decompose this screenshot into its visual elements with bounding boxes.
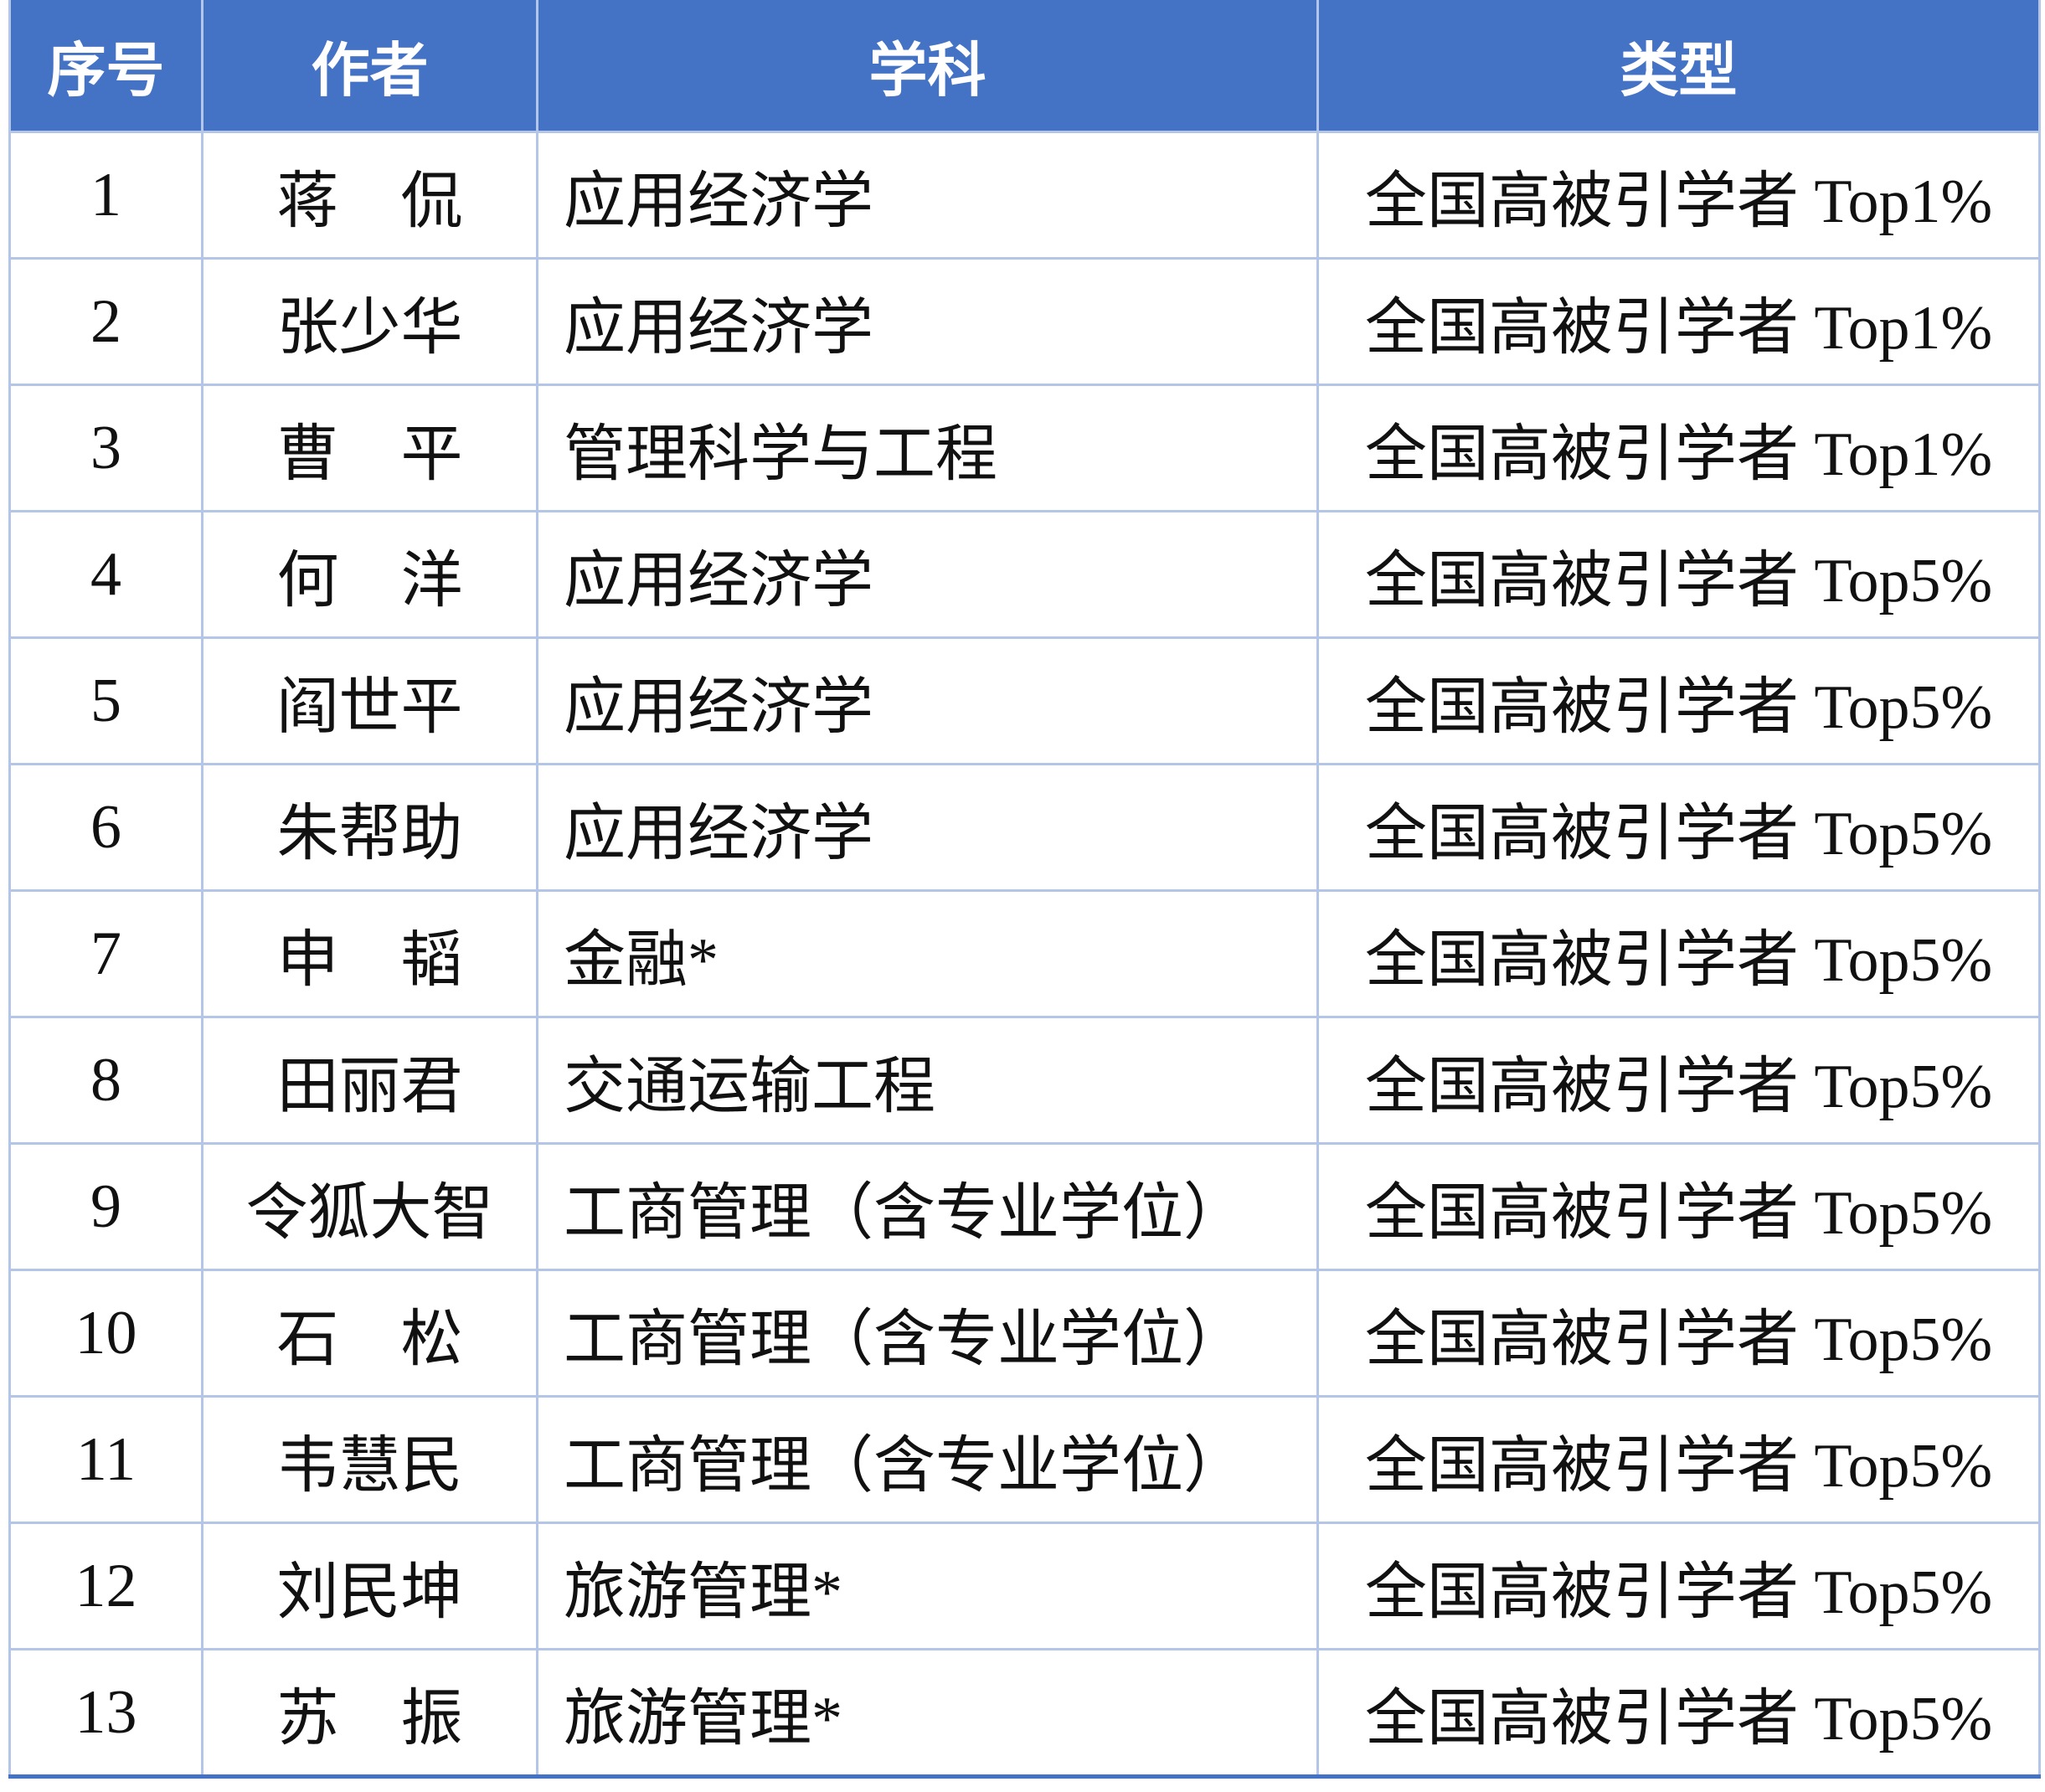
author-cell: 曹 平	[201, 384, 538, 512]
header-author: 作者	[201, 0, 538, 132]
type-cell: 全国高被引学者 Top1%	[1316, 257, 2041, 386]
row-number: 8	[8, 1016, 203, 1145]
subject-cell: 工商管理（含专业学位）	[536, 1395, 1319, 1524]
subject-cell: 应用经济学	[536, 257, 1319, 386]
table-row: 9 令狐大智 工商管理（含专业学位） 全国高被引学者 Top5%	[8, 1142, 2041, 1271]
author-cell: 何 洋	[201, 510, 538, 639]
subject-cell: 旅游管理*	[536, 1648, 1319, 1778]
header-subject: 学科	[536, 0, 1319, 132]
type-cell: 全国高被引学者 Top5%	[1316, 889, 2041, 1018]
author-cell: 石 松	[201, 1269, 538, 1398]
row-number: 3	[8, 384, 203, 512]
row-number: 1	[8, 131, 203, 260]
subject-cell: 管理科学与工程	[536, 384, 1319, 512]
table-row: 13 苏 振旅游管理* 全国高被引学者 Top5%	[8, 1648, 2041, 1778]
author-cell: 申 韬	[201, 889, 538, 1018]
header-type: 类型	[1316, 0, 2041, 132]
subject-cell: 应用经济学	[536, 510, 1319, 639]
header-row: 序号 作者 学科 类型	[8, 0, 2041, 132]
author-cell: 韦慧民	[201, 1395, 538, 1524]
row-number: 2	[8, 257, 203, 386]
type-cell: 全国高被引学者 Top5%	[1316, 1269, 2041, 1398]
table-row: 2 张少华 应用经济学 全国高被引学者 Top1%	[8, 257, 2041, 386]
table-row: 10 石 松工商管理（含专业学位） 全国高被引学者 Top5%	[8, 1269, 2041, 1398]
table-row: 8 田丽君 交通运输工程 全国高被引学者 Top5%	[8, 1016, 2041, 1145]
subject-cell: 金融*	[536, 889, 1319, 1018]
type-cell: 全国高被引学者 Top1%	[1316, 384, 2041, 512]
header-no: 序号	[8, 0, 203, 132]
subject-cell: 应用经济学	[536, 636, 1319, 765]
type-cell: 全国高被引学者 Top5%	[1316, 1395, 2041, 1524]
author-cell: 田丽君	[201, 1016, 538, 1145]
author-cell: 苏 振	[201, 1648, 538, 1778]
type-cell: 全国高被引学者 Top5%	[1316, 510, 2041, 639]
type-cell: 全国高被引学者 Top5%	[1316, 1522, 2041, 1650]
author-cell: 蒋 侃	[201, 131, 538, 260]
table-row: 12 刘民坤 旅游管理* 全国高被引学者 Top5%	[8, 1522, 2041, 1650]
type-cell: 全国高被引学者 Top5%	[1316, 1016, 2041, 1145]
author-cell: 朱帮助	[201, 763, 538, 892]
row-number: 7	[8, 889, 203, 1018]
subject-cell: 应用经济学	[536, 131, 1319, 260]
table-row: 5 阎世平 应用经济学 全国高被引学者 Top5%	[8, 636, 2041, 765]
row-number: 13	[8, 1648, 203, 1778]
author-cell: 张少华	[201, 257, 538, 386]
type-cell: 全国高被引学者 Top5%	[1316, 1648, 2041, 1778]
subject-cell: 工商管理（含专业学位）	[536, 1269, 1319, 1398]
row-number: 5	[8, 636, 203, 765]
row-number: 10	[8, 1269, 203, 1398]
subject-cell: 应用经济学	[536, 763, 1319, 892]
row-number: 12	[8, 1522, 203, 1650]
type-cell: 全国高被引学者 Top5%	[1316, 1142, 2041, 1271]
row-number: 6	[8, 763, 203, 892]
author-cell: 令狐大智	[201, 1142, 538, 1271]
subject-cell: 交通运输工程	[536, 1016, 1319, 1145]
subject-cell: 工商管理（含专业学位）	[536, 1142, 1319, 1271]
author-cell: 阎世平	[201, 636, 538, 765]
table-row: 6 朱帮助 应用经济学 全国高被引学者 Top5%	[8, 763, 2041, 892]
subject-cell: 旅游管理*	[536, 1522, 1319, 1650]
type-cell: 全国高被引学者 Top5%	[1316, 763, 2041, 892]
row-number: 11	[8, 1395, 203, 1524]
table-row: 11 韦慧民 工商管理（含专业学位） 全国高被引学者 Top5%	[8, 1395, 2041, 1524]
type-cell: 全国高被引学者 Top1%	[1316, 131, 2041, 260]
type-cell: 全国高被引学者 Top5%	[1316, 636, 2041, 765]
row-number: 4	[8, 510, 203, 639]
row-number: 9	[8, 1142, 203, 1271]
author-cell: 刘民坤	[201, 1522, 538, 1650]
